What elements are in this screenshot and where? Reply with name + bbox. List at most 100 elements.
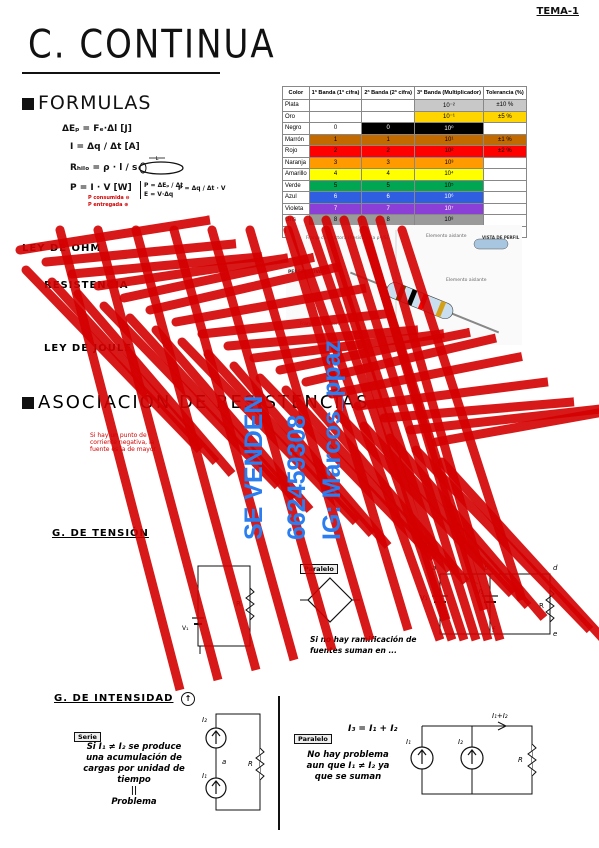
table-cell [482, 168, 527, 181]
paralelo-i2-label: I₂ [458, 738, 463, 746]
paralelo-formula: I₃ = I₁ + I₂ [348, 724, 398, 734]
table-row: Plata 10⁻² ±10 % [282, 99, 527, 112]
intensidad-heading: G. DE INTENSIDAD ↑ [54, 692, 196, 706]
table-row: Naranja 3 3 10³ [282, 156, 527, 169]
table-cell [482, 179, 527, 192]
right-note: Si no hay ramificación de fuentes suman … [310, 635, 417, 655]
table-header: 3ª Banda (Multiplicador) [414, 86, 484, 100]
table-header-row: Color 1ª Banda (1ª cifra) 2ª Banda (2ª c… [282, 86, 527, 100]
arrow-up-icon: ↑ [181, 692, 196, 706]
scribble-stroke [285, 215, 445, 642]
table-cell: 10¹ [414, 133, 484, 146]
scribble-stroke [375, 215, 505, 642]
paralelo-r-label: R [518, 756, 523, 764]
table-cell: 7 [308, 202, 363, 215]
table-cell: ±1 % [482, 133, 527, 146]
table-header: Tolerancia (%) [482, 86, 527, 100]
table-cell: 10⁴ [414, 168, 484, 181]
circuit-e-label: e [553, 630, 557, 638]
scribble-stroke [283, 225, 413, 632]
table-cell: 0 [308, 122, 363, 135]
scribble-stroke [357, 215, 493, 642]
table-cell [482, 191, 527, 204]
diagram-label: Elemento aislante [446, 277, 487, 283]
serie-label: Serie [74, 724, 101, 743]
diagram-label: Elemento aislante [426, 233, 467, 239]
serie-a-label: a [222, 758, 226, 766]
watermark-line-3: IG: Marcos_ppaz [318, 339, 346, 540]
hint-note: Si hay un punto de corriente negativa, l… [90, 432, 156, 453]
scribble-stroke [15, 215, 211, 255]
table-cell: Marrón [282, 133, 310, 146]
table-cell [482, 156, 527, 169]
table-cell: Azul [282, 191, 310, 204]
table-cell: 2 [308, 145, 363, 158]
table-cell: 4 [308, 168, 363, 181]
table-row: Azul 6 6 10⁶ [282, 191, 527, 204]
paralelo-sum-label: I₁+I₂ [492, 712, 508, 720]
table-cell: 10⁶ [414, 191, 484, 204]
bullet-square-icon [22, 97, 34, 110]
table-cell: Violeta [282, 202, 310, 215]
table-cell: 1 [308, 133, 363, 146]
scribble-stroke [207, 225, 337, 652]
table-cell: Amarillo [282, 168, 310, 181]
bullet-square-icon [22, 397, 34, 409]
power-notes: P consumida ⊖ P entregada ⊕ [88, 195, 130, 208]
scribble-stroke [229, 361, 392, 549]
power-variant-3: P = Δq / Δt · V [178, 185, 226, 192]
formula-intensity: I = Δq / Δt [A] [70, 142, 140, 152]
table-row: Rojo 2 2 10² ±2 % [282, 145, 527, 158]
table-row: Amarillo 4 4 10⁴ [282, 168, 527, 181]
wire-icon: L [135, 156, 187, 180]
serie-circuit: I₂ I₁ a R [196, 704, 274, 826]
paralelo-top-label: Paralelo [300, 556, 338, 575]
power-variants: P = ΔEₚ / Δt E = V·Δq [140, 181, 183, 199]
scribble-stroke [55, 225, 185, 692]
serie-i2-label: I₂ [202, 716, 207, 724]
serie-r-label: R [248, 760, 253, 768]
formula-power: P = I · V [W] [70, 183, 132, 193]
table-row: Verde 5 5 10⁵ [282, 179, 527, 192]
scribble-stroke [431, 408, 599, 447]
resistor-color-table: Color 1ª Banda (1ª cifra) 2ª Banda (2ª c… [282, 86, 527, 238]
serie-note: Si I₁ ≠ I₂ se produce una acumulación de… [83, 742, 185, 807]
table-cell: ±2 % [482, 145, 527, 158]
table-row: Marrón 1 1 10¹ ±1 % [282, 133, 527, 146]
table-cell: ±10 % [482, 99, 527, 112]
scribble-stroke [397, 225, 527, 602]
formula-resistance: Rₕᵢₗₒ = ρ · l / s [70, 163, 138, 173]
table-cell: Verde [282, 179, 310, 192]
tension-v1-label: V₁ [182, 625, 189, 632]
table-cell: 10⁰ [414, 122, 484, 135]
table-cell: 10² [414, 145, 484, 158]
table-cell [482, 202, 527, 215]
tema-label: TEMA-1 [536, 6, 579, 17]
formulas-heading: FORMULAS [22, 92, 151, 114]
paralelo-i1-label: I₁ [406, 738, 411, 746]
circuit-r-label: R [539, 602, 544, 610]
scribble-stroke [245, 225, 375, 642]
table-row: Negro 0 0 10⁰ [282, 122, 527, 135]
serie-i1-label: I₁ [202, 772, 207, 780]
table-cell: 10⁷ [414, 202, 484, 215]
formula-energy: ΔEₚ = Fₑ·Δl [J] [62, 124, 132, 134]
scribble-stroke [321, 215, 469, 642]
table-cell: Naranja [282, 156, 310, 169]
paralelo-circuit: I₁ I₂ I₁+I₂ R [402, 706, 552, 814]
scribble-stroke [119, 253, 315, 303]
title-underline [22, 72, 220, 74]
wire-length-label: L [156, 156, 159, 162]
circuit-d-label: d [553, 564, 558, 572]
scribble-stroke [303, 215, 457, 642]
scribble-stroke [131, 225, 261, 672]
scribble-stroke [151, 325, 314, 513]
table-row: Violeta 7 7 10⁷ [282, 202, 527, 215]
table-cell: 3 [308, 156, 363, 169]
table-cell: 1 [361, 133, 416, 146]
watermark: SE VENDEN 662459308 IG: Marcos_ppaz [240, 340, 347, 540]
resistencia-heading: RESISTENCIA [44, 280, 129, 291]
resistor-profile-icon [473, 238, 509, 250]
paralelo-note: No hay problema aun que I₁ ≠ I₂ ya que s… [306, 750, 390, 782]
